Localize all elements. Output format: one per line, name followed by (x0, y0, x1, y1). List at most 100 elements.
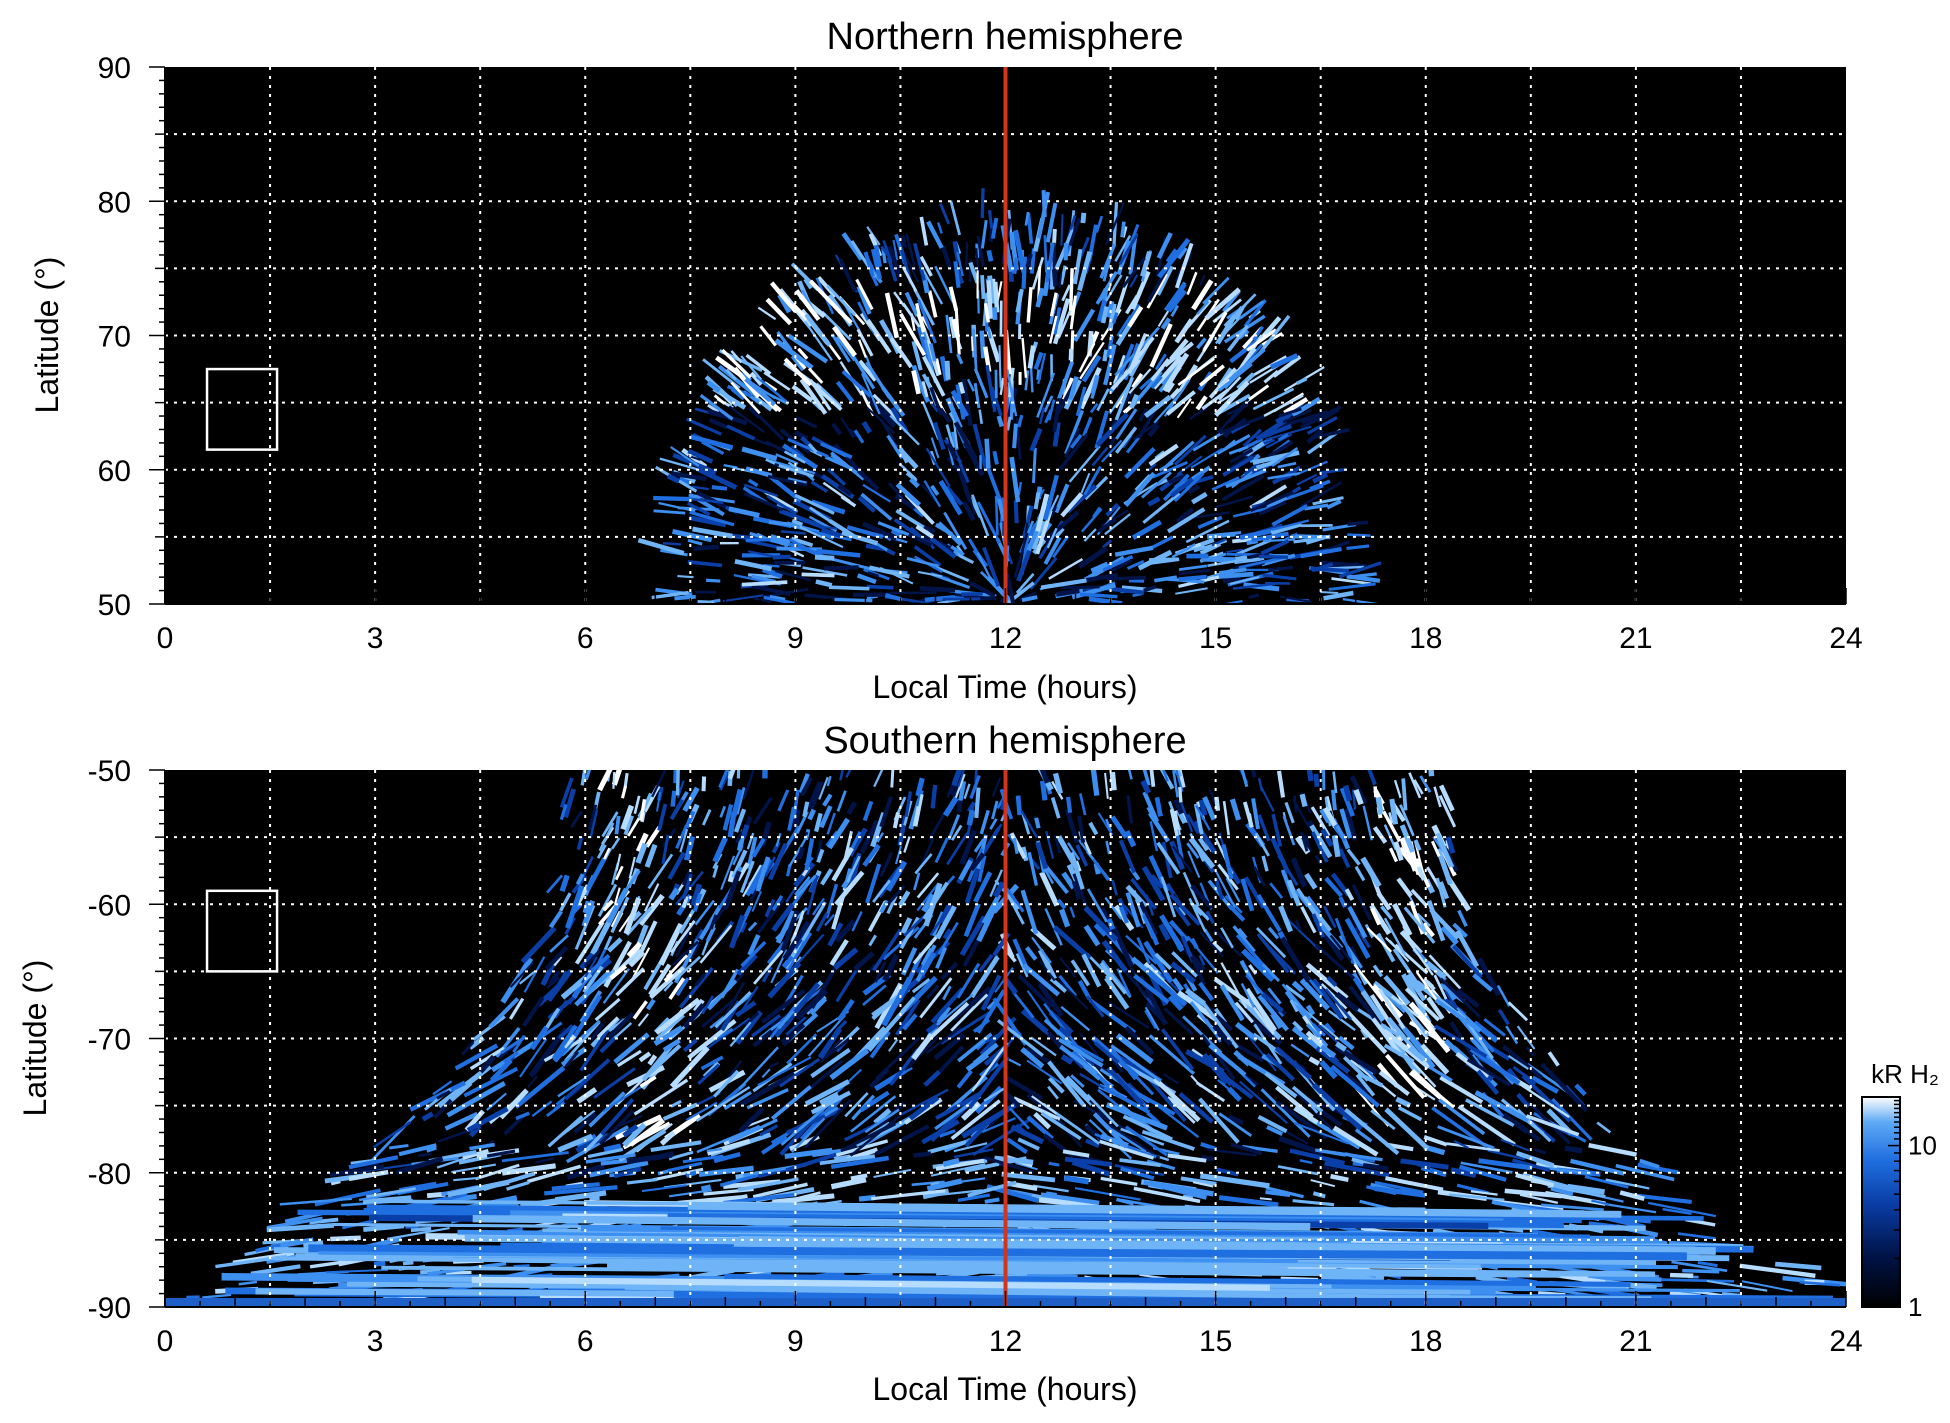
emission-streak (1052, 422, 1061, 447)
emission-streak (1257, 814, 1271, 842)
emission-streak (1267, 987, 1282, 1005)
emission-streak (1293, 1106, 1319, 1125)
emission-streak (879, 796, 894, 828)
emission-streak (1137, 407, 1158, 440)
emission-streak (963, 902, 981, 938)
emission-streak (1195, 805, 1211, 831)
emission-streak (625, 906, 653, 936)
emission-streak (1013, 500, 1019, 524)
emission-streak (790, 445, 805, 457)
emission-streak (1050, 796, 1061, 819)
emission-streak (1250, 770, 1257, 778)
emission-streak (1043, 235, 1048, 273)
emission-streak (1244, 1032, 1277, 1072)
emission-streak (870, 248, 883, 280)
emission-streak (1104, 772, 1109, 800)
emission-streak (715, 355, 743, 377)
emission-streak (959, 915, 987, 957)
emission-streak (1173, 434, 1207, 466)
emission-streak (764, 490, 795, 511)
emission-streak (1435, 877, 1447, 908)
emission-streak (973, 382, 981, 409)
emission-streak (436, 1064, 492, 1109)
emission-streak (978, 409, 984, 424)
emission-streak (663, 981, 674, 992)
emission-streak (1670, 1272, 1694, 1278)
emission-streak (1178, 568, 1211, 576)
emission-streak (1086, 1093, 1119, 1128)
emission-streak (1531, 1075, 1559, 1094)
emission-streak (1045, 242, 1055, 283)
emission-streak (529, 1025, 549, 1051)
emission-streak (953, 1142, 988, 1153)
emission-streak (1051, 535, 1070, 559)
emission-streak (648, 963, 672, 996)
emission-streak (1324, 876, 1344, 898)
emission-streak (1217, 397, 1250, 434)
emission-streak (1167, 289, 1187, 313)
emission-streak (1474, 1090, 1530, 1123)
emission-streak (911, 1032, 934, 1061)
emission-streak (1362, 805, 1373, 841)
emission-streak (1398, 1021, 1436, 1069)
emission-streak (804, 320, 833, 361)
colorbar: kR H₂ 110 (1861, 1059, 1939, 1322)
emission-streak (1078, 1032, 1100, 1058)
emission-streak (1077, 546, 1108, 569)
emission-streak (1401, 1003, 1430, 1037)
emission-streak (1025, 253, 1033, 268)
emission-streak (830, 1177, 867, 1190)
emission-streak (861, 421, 873, 434)
emission-streak (1392, 902, 1413, 937)
emission-streak (777, 789, 790, 812)
emission-streak (840, 495, 857, 508)
emission-streak (1172, 845, 1193, 873)
emission-streak (1169, 919, 1190, 943)
emission-streak (1264, 1071, 1298, 1099)
emission-streak (266, 1216, 323, 1230)
emission-streak (596, 844, 607, 859)
emission-streak (644, 843, 658, 868)
emission-streak (787, 477, 807, 484)
emission-streak (622, 1122, 647, 1148)
colorbar-tick-label: 10 (1908, 1131, 1937, 1161)
emission-streak (1460, 1161, 1513, 1174)
emission-streak (1256, 893, 1282, 933)
emission-streak (881, 976, 913, 1027)
emission-streak (1115, 408, 1138, 440)
emission-streak (685, 417, 722, 436)
x-tick-label: 18 (1409, 622, 1442, 655)
emission-streak (837, 484, 853, 497)
emission-streak (532, 1062, 543, 1075)
emission-streak (1564, 1145, 1583, 1154)
emission-streak (1290, 1043, 1310, 1058)
emission-streak (1335, 991, 1361, 1013)
emission-streak (1176, 398, 1192, 419)
emission-streak (763, 595, 796, 604)
emission-streak (695, 1086, 751, 1122)
emission-streak (1639, 1158, 1660, 1169)
emission-streak (1107, 303, 1117, 331)
emission-streak (461, 1041, 475, 1056)
emission-streak (1497, 1008, 1510, 1026)
emission-streak (1203, 928, 1214, 942)
emission-streak (767, 474, 808, 487)
emission-streak (279, 1197, 352, 1206)
emission-streak (742, 864, 762, 898)
emission-streak (1173, 798, 1185, 815)
emission-streak (1100, 1176, 1138, 1187)
emission-streak (1163, 341, 1194, 368)
emission-streak (1156, 841, 1181, 875)
emission-streak (976, 900, 1000, 943)
emission-streak (372, 1121, 412, 1149)
emission-streak (989, 818, 998, 830)
emission-streak (614, 815, 621, 835)
emission-streak (830, 1155, 889, 1170)
emission-streak (662, 1038, 681, 1053)
emission-streak (808, 780, 824, 811)
emission-streak (1260, 786, 1275, 812)
emission-streak (1150, 874, 1164, 889)
emission-streak (810, 1047, 851, 1079)
emission-streak (956, 800, 963, 813)
emission-streak (1430, 840, 1441, 858)
